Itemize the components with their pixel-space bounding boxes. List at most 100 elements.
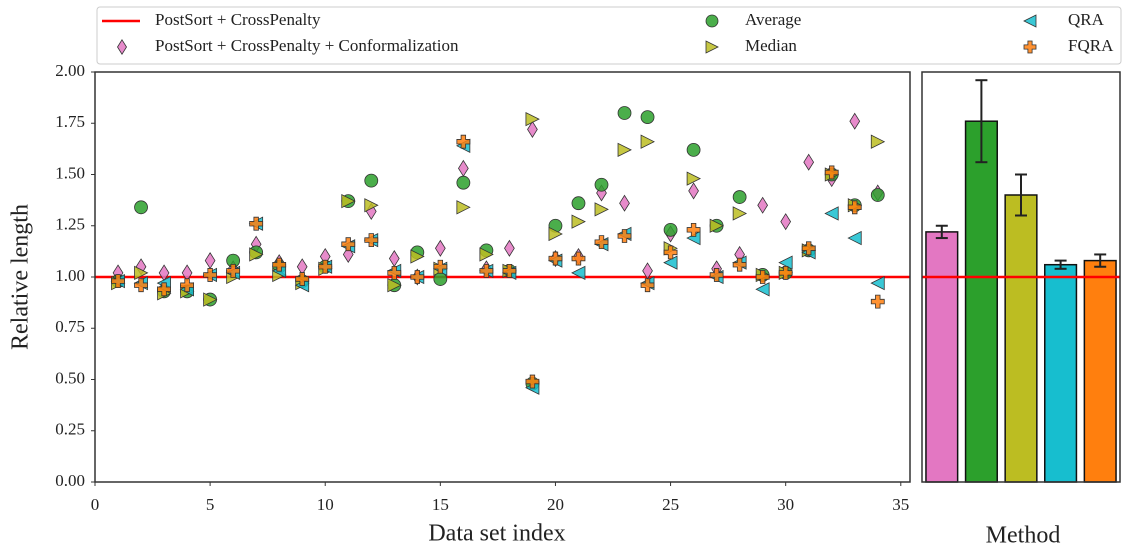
point [203, 268, 218, 282]
point [272, 257, 287, 272]
x-tick-label: 5 [206, 495, 215, 514]
point [780, 213, 792, 231]
point [434, 239, 446, 257]
point [617, 106, 632, 120]
point [134, 265, 149, 281]
point [663, 245, 678, 260]
y-tick-label: 0.25 [55, 420, 85, 439]
point [778, 255, 793, 270]
point [456, 134, 471, 149]
point [619, 194, 630, 212]
bar [964, 120, 998, 483]
y-tick-label: 1.25 [55, 215, 85, 234]
point [824, 165, 839, 180]
x-axis-label: Data set index [428, 521, 565, 547]
point [571, 196, 586, 211]
point [525, 374, 540, 389]
point [341, 194, 356, 209]
point [456, 200, 471, 215]
point [870, 294, 885, 309]
point [709, 268, 724, 282]
point [180, 278, 194, 293]
point [688, 182, 699, 200]
point [341, 237, 356, 252]
point [204, 252, 216, 270]
x-tick-label: 30 [777, 495, 794, 514]
point [640, 134, 655, 149]
bar [1044, 263, 1078, 483]
point [801, 241, 816, 256]
bar-axis-label: Method [986, 523, 1061, 547]
point [387, 265, 402, 280]
point [387, 278, 402, 293]
y-tick-label: 0.00 [55, 471, 85, 490]
point [318, 259, 333, 274]
point [594, 235, 609, 250]
point [548, 226, 563, 242]
point [847, 200, 862, 215]
legend-marker [117, 39, 127, 55]
point [640, 110, 655, 124]
point [571, 265, 586, 281]
x-tick-label: 35 [892, 495, 909, 514]
point [824, 206, 839, 221]
point [594, 177, 609, 192]
point [732, 190, 747, 204]
point [226, 263, 241, 278]
point [364, 233, 379, 248]
point [870, 134, 886, 149]
point [295, 272, 310, 286]
x-tick-label: 15 [432, 495, 449, 514]
legend-box [96, 6, 1122, 65]
legend-marker [705, 40, 719, 54]
y-axis-label: Relative length [8, 204, 34, 350]
point [686, 222, 701, 237]
axes-frame [94, 71, 911, 483]
point [847, 230, 862, 246]
point [755, 270, 770, 284]
legend-marker [1023, 14, 1037, 28]
point [134, 278, 148, 293]
point [870, 188, 885, 202]
point [870, 276, 885, 291]
point [249, 247, 264, 262]
legend-label: Median [745, 36, 797, 55]
point [757, 196, 769, 214]
bar [1083, 259, 1117, 483]
point [388, 249, 400, 268]
point [364, 198, 379, 213]
point [755, 282, 770, 297]
x-tick-label: 0 [91, 495, 100, 514]
point [571, 214, 586, 229]
point [849, 112, 861, 130]
point [617, 142, 632, 158]
legend-label: QRA [1068, 10, 1105, 29]
legend-marker [705, 14, 719, 28]
point [571, 251, 586, 266]
point [548, 251, 563, 266]
point [617, 229, 632, 243]
point [157, 282, 171, 297]
point [778, 265, 793, 280]
point [803, 153, 815, 171]
point [458, 159, 469, 177]
point [504, 239, 515, 257]
point [479, 247, 494, 262]
point [732, 257, 747, 272]
point [663, 255, 678, 270]
point [686, 171, 701, 186]
point [410, 270, 425, 284]
point [527, 120, 538, 138]
point [502, 263, 517, 278]
legend-marker [1023, 40, 1037, 54]
point [410, 249, 425, 264]
y-tick-label: 1.00 [55, 266, 85, 285]
point [686, 142, 701, 157]
point [525, 112, 540, 127]
point [203, 292, 218, 307]
point [709, 218, 725, 233]
x-tick-label: 20 [547, 495, 564, 514]
point [134, 200, 148, 215]
point [433, 259, 448, 274]
